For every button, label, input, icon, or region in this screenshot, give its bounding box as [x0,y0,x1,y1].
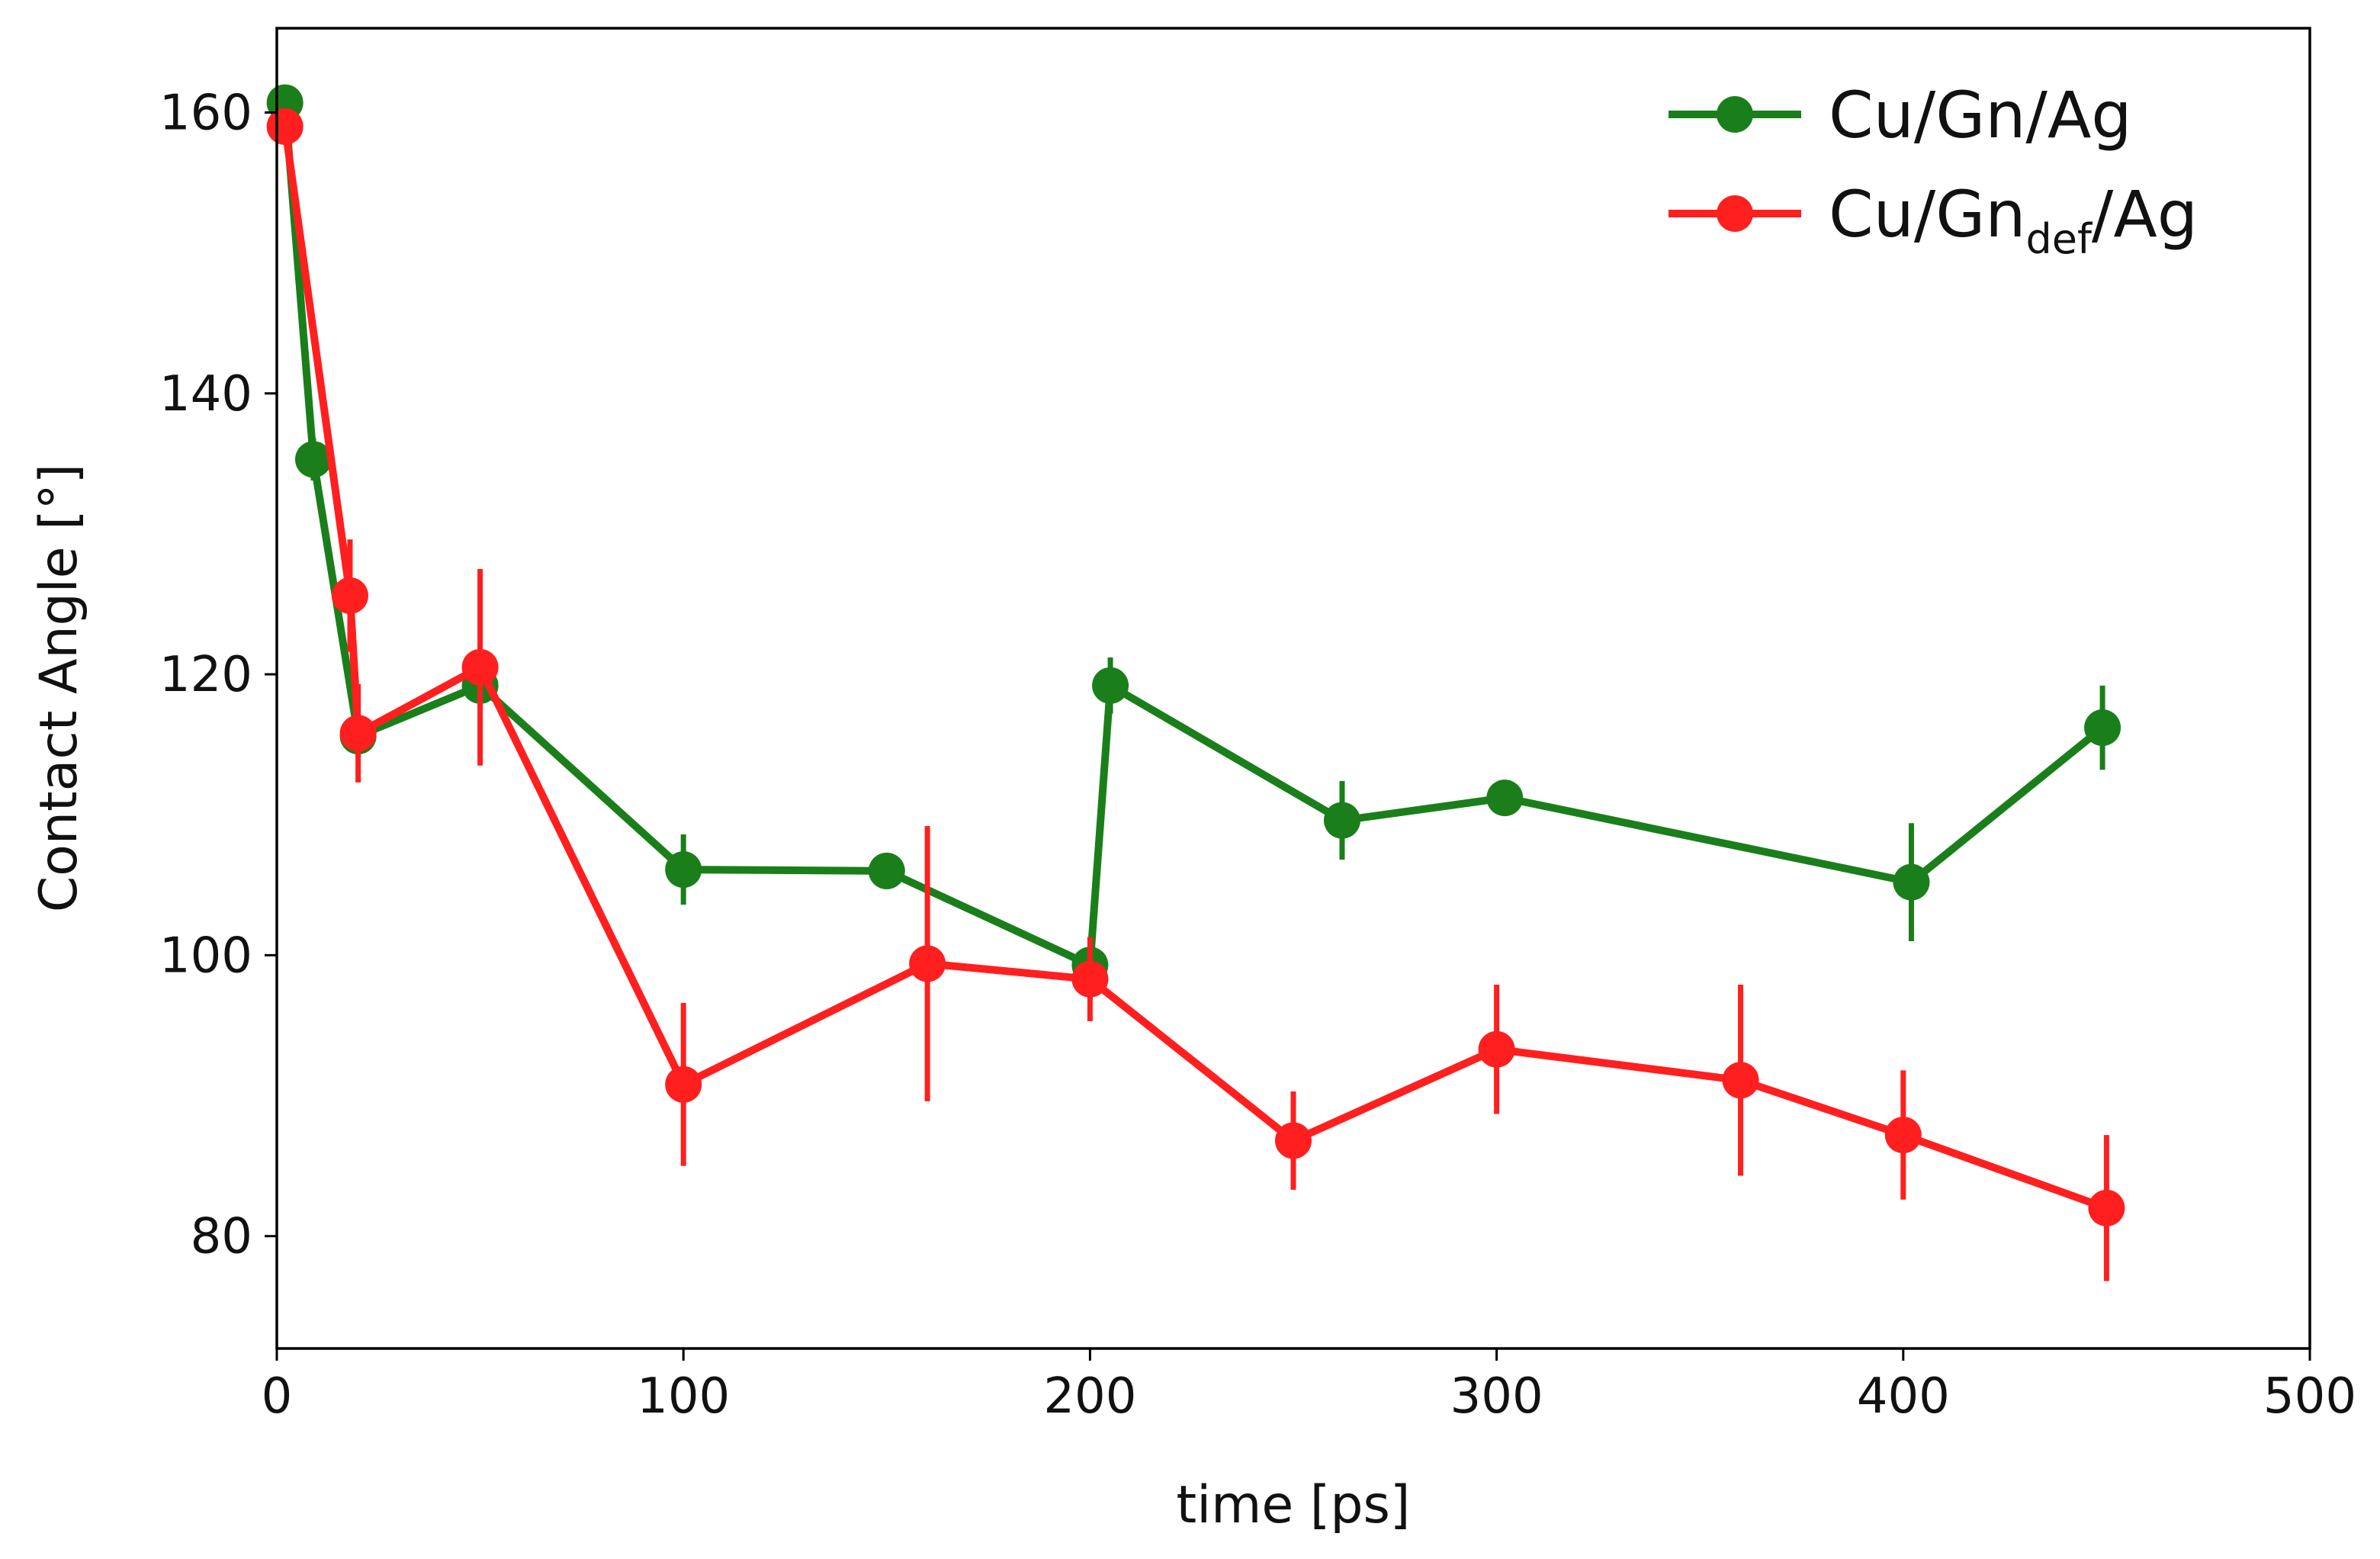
data-point [1092,667,1129,704]
data-point [294,441,332,478]
x-tick-label: 300 [1450,1368,1543,1425]
legend-label: Cu/Gndef/Ag [1829,177,2198,263]
legend: Cu/Gn/Ag Cu/Gndef/Ag [1669,78,2198,263]
data-point [909,945,946,982]
axes-layer: 0 100 200 300 400 500 80 100 120 140 160 [159,85,2356,1425]
series-line [281,98,2107,969]
data-point [1884,1117,1922,1154]
series-line [281,122,2111,1212]
data-point [339,715,377,752]
data-point [868,852,905,889]
y-tick-label: 140 [159,366,252,423]
x-tick-label: 0 [262,1368,293,1425]
data-point [1722,1062,1759,1099]
y-tick-label: 80 [191,1209,252,1265]
y-tick-label: 120 [159,647,252,703]
legend-label: Cu/Gn/Ag [1829,78,2132,153]
series-cu-gndef-ag [266,108,2125,1281]
x-tick-label: 100 [637,1368,730,1425]
legend-entry: Cu/Gn/Ag [1669,78,2132,153]
data-point [2084,709,2121,747]
data-point [1486,780,1524,817]
data-point [1071,960,1109,998]
data-point [461,648,499,686]
x-axis-label: time [ps] [1177,1475,1411,1535]
data-point [266,108,304,145]
data-point [1323,802,1360,839]
data-point [331,577,368,614]
data-point [1275,1122,1312,1159]
legend-marker [1717,195,1753,232]
x-tick-label: 200 [1043,1368,1136,1425]
data-point [665,1066,702,1103]
plot-frame [275,27,2311,1350]
data-point [1893,863,1930,901]
y-axis-label: Contact Angle [°] [29,464,89,912]
legend-entry: Cu/Gndef/Ag [1669,177,2198,263]
data-point [1478,1030,1515,1068]
y-tick-label: 160 [159,85,252,141]
x-tick-label: 500 [2263,1368,2356,1425]
data-point [665,851,702,889]
legend-marker [1717,96,1753,133]
y-tick-label: 100 [159,927,252,984]
data-point [2088,1189,2125,1226]
x-tick-label: 400 [1857,1368,1950,1425]
series-layer [266,84,2125,1281]
